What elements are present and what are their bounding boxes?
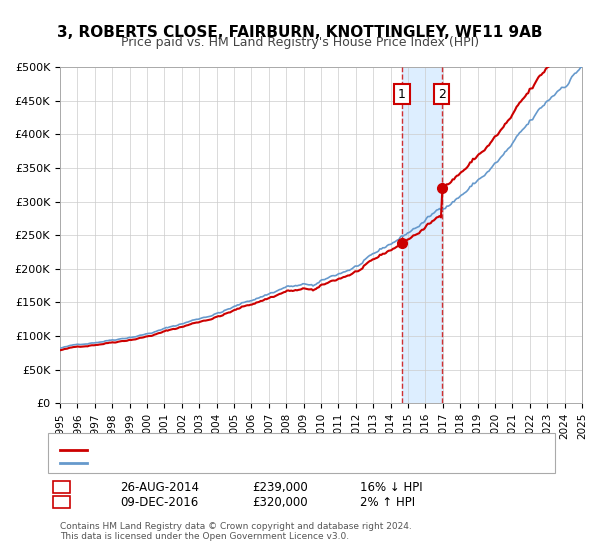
Text: Contains HM Land Registry data © Crown copyright and database right 2024.
This d: Contains HM Land Registry data © Crown c… <box>60 522 412 542</box>
Bar <box>402 67 442 403</box>
Text: £320,000: £320,000 <box>252 496 308 509</box>
Text: 3, ROBERTS CLOSE, FAIRBURN, KNOTTINGLEY, WF11 9AB (detached house): 3, ROBERTS CLOSE, FAIRBURN, KNOTTINGLEY,… <box>89 445 480 455</box>
Text: 3, ROBERTS CLOSE, FAIRBURN, KNOTTINGLEY, WF11 9AB: 3, ROBERTS CLOSE, FAIRBURN, KNOTTINGLEY,… <box>57 25 543 40</box>
Text: 1: 1 <box>58 480 65 494</box>
Text: 2: 2 <box>58 496 65 509</box>
Text: 16% ↓ HPI: 16% ↓ HPI <box>360 480 422 494</box>
Text: 2: 2 <box>438 87 446 101</box>
Text: £239,000: £239,000 <box>252 480 308 494</box>
Text: HPI: Average price, detached house, North Yorkshire: HPI: Average price, detached house, Nort… <box>89 458 362 468</box>
Text: 2% ↑ HPI: 2% ↑ HPI <box>360 496 415 509</box>
Text: 26-AUG-2014: 26-AUG-2014 <box>120 480 199 494</box>
Text: 1: 1 <box>398 87 406 101</box>
Text: Price paid vs. HM Land Registry's House Price Index (HPI): Price paid vs. HM Land Registry's House … <box>121 36 479 49</box>
Text: 09-DEC-2016: 09-DEC-2016 <box>120 496 198 509</box>
